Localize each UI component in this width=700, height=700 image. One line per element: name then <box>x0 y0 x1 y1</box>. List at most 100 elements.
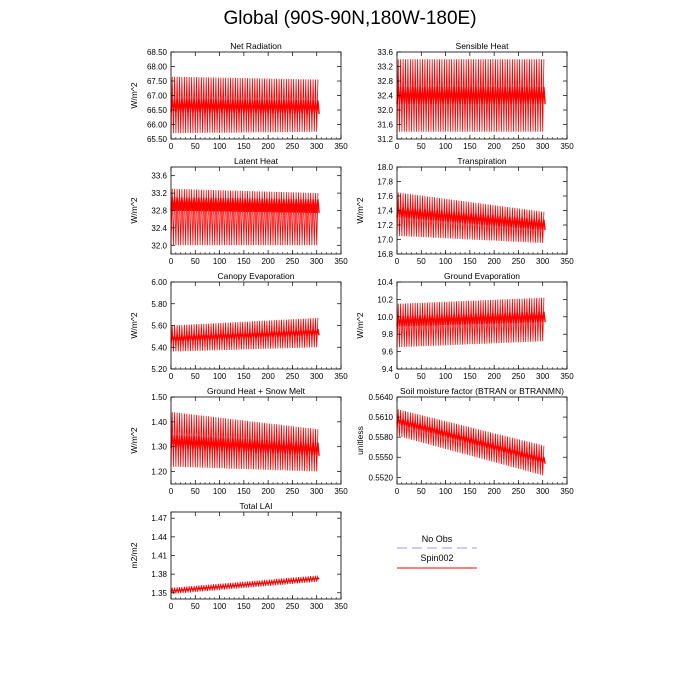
chart-title: Canopy Evaporation <box>217 271 294 281</box>
y-tick-label: 1.20 <box>151 468 167 477</box>
x-tick-label: 100 <box>213 602 227 611</box>
chart-title: Sensible Heat <box>456 41 510 51</box>
chart-title: Net Radiation <box>230 41 282 51</box>
y-tick-label: 17.6 <box>377 192 393 201</box>
y-tick-label: 1.44 <box>151 533 167 542</box>
x-tick-label: 50 <box>417 372 426 381</box>
y-tick-label: 33.6 <box>151 172 167 181</box>
plot-frame <box>396 396 568 485</box>
y-tick-label: 67.50 <box>147 77 168 86</box>
legend-label-spin002: Spin002 <box>420 553 453 563</box>
series-mean-band <box>396 417 546 464</box>
x-tick-label: 0 <box>395 487 400 496</box>
x-tick-label: 100 <box>439 487 453 496</box>
y-tick-label: 5.80 <box>151 300 167 309</box>
y-tick-label: 32.8 <box>377 77 393 86</box>
x-tick-label: 250 <box>286 602 300 611</box>
x-tick-label: 0 <box>395 142 400 151</box>
y-tick-label: 0.5550 <box>369 453 394 462</box>
y-tick-label: 10.2 <box>377 295 393 304</box>
x-tick-label: 0 <box>169 257 174 266</box>
y-axis-label: W/m^2 <box>129 312 139 338</box>
x-tick-label: 0 <box>169 602 174 611</box>
x-tick-label: 200 <box>487 142 501 151</box>
x-tick-label: 100 <box>213 487 227 496</box>
x-tick-label: 350 <box>560 487 574 496</box>
x-tick-label: 100 <box>213 372 227 381</box>
y-tick-label: 1.38 <box>151 570 167 579</box>
chart-sensible-heat: Sensible Heat 0 50 100 150 200 250 300 350 31.2 31… <box>377 41 574 151</box>
y-tick-label: 0.5580 <box>369 433 394 442</box>
y-axis-label: W/m^2 <box>355 312 365 338</box>
y-tick-label: 18.0 <box>377 163 393 172</box>
y-tick-label: 31.2 <box>377 135 393 144</box>
plot-frame <box>396 281 568 370</box>
series-mean-band <box>396 86 546 105</box>
x-tick-label: 250 <box>512 142 526 151</box>
x-tick-label: 250 <box>512 372 526 381</box>
chart-title: Latent Heat <box>234 156 279 166</box>
x-tick-label: 100 <box>213 142 227 151</box>
y-tick-label: 33.6 <box>377 48 393 57</box>
x-tick-label: 300 <box>536 372 550 381</box>
x-tick-label: 300 <box>310 372 324 381</box>
y-tick-label: 65.50 <box>147 135 168 144</box>
y-tick-label: 0.5640 <box>369 393 394 402</box>
y-tick-label: 1.40 <box>151 418 167 427</box>
y-axis-label: W/m^2 <box>129 82 139 108</box>
y-axis-label: W/m^2 <box>355 197 365 223</box>
x-tick-label: 150 <box>463 372 477 381</box>
y-tick-label: 67.00 <box>147 92 168 101</box>
x-tick-label: 350 <box>560 257 574 266</box>
chart-ground-heat-snow-melt: Ground Heat + Snow Melt W/m^2 0 50 100 150 200… <box>129 386 348 496</box>
y-tick-label: 1.41 <box>151 552 167 561</box>
series-line <box>170 188 319 246</box>
chart-net-radiation: Net Radiation W/m^2 0 50 100 150 200 250 300 350 6… <box>129 41 348 151</box>
x-tick-label: 100 <box>439 372 453 381</box>
x-tick-label: 300 <box>536 142 550 151</box>
x-tick-label: 150 <box>463 487 477 496</box>
chart-total-lai: Total LAI m2/m2 0 50 100 150 200 250 300 350 1.35 1… <box>129 501 348 611</box>
y-tick-label: 10.4 <box>377 278 393 287</box>
x-tick-label: 100 <box>439 142 453 151</box>
series-mean-band <box>170 98 320 114</box>
y-tick-label: 1.30 <box>151 443 167 452</box>
x-tick-label: 50 <box>191 372 200 381</box>
x-tick-label: 200 <box>261 487 275 496</box>
chart-title: Transpiration <box>457 156 507 166</box>
x-tick-label: 150 <box>237 257 251 266</box>
x-tick-label: 300 <box>310 142 324 151</box>
series-mean-band <box>396 206 546 231</box>
x-tick-label: 150 <box>463 257 477 266</box>
y-tick-label: 17.8 <box>377 178 393 187</box>
y-tick-label: 17.0 <box>377 236 393 245</box>
y-tick-label: 9.4 <box>382 365 394 374</box>
x-tick-label: 350 <box>560 142 574 151</box>
y-tick-label: 68.50 <box>147 48 168 57</box>
x-tick-label: 0 <box>169 142 174 151</box>
y-tick-label: 66.50 <box>147 106 168 115</box>
y-axis-label: W/m^2 <box>129 427 139 453</box>
x-tick-label: 350 <box>334 487 348 496</box>
y-tick-label: 66.00 <box>147 121 168 130</box>
y-tick-label: 32.4 <box>377 92 393 101</box>
y-tick-label: 10.0 <box>377 313 393 322</box>
y-tick-label: 9.8 <box>382 330 394 339</box>
x-tick-label: 0 <box>169 487 174 496</box>
x-tick-label: 250 <box>286 142 300 151</box>
page-title: Global (90S-90N,180W-180E) <box>223 8 477 29</box>
x-tick-label: 100 <box>213 257 227 266</box>
x-tick-label: 350 <box>560 372 574 381</box>
y-axis-label: W/m^2 <box>129 197 139 223</box>
y-tick-label: 33.2 <box>151 189 167 198</box>
x-tick-label: 300 <box>310 257 324 266</box>
x-tick-label: 50 <box>417 487 426 496</box>
chart-soil-moisture-factor-btran-or-btranmn: Soil moisture factor (BTRAN or BTRANMN) u… <box>355 386 574 496</box>
x-tick-label: 250 <box>512 487 526 496</box>
x-tick-label: 300 <box>536 257 550 266</box>
x-tick-label: 350 <box>334 372 348 381</box>
x-tick-label: 50 <box>191 602 200 611</box>
y-tick-label: 31.6 <box>377 121 393 130</box>
x-tick-label: 250 <box>286 257 300 266</box>
x-tick-label: 250 <box>286 372 300 381</box>
